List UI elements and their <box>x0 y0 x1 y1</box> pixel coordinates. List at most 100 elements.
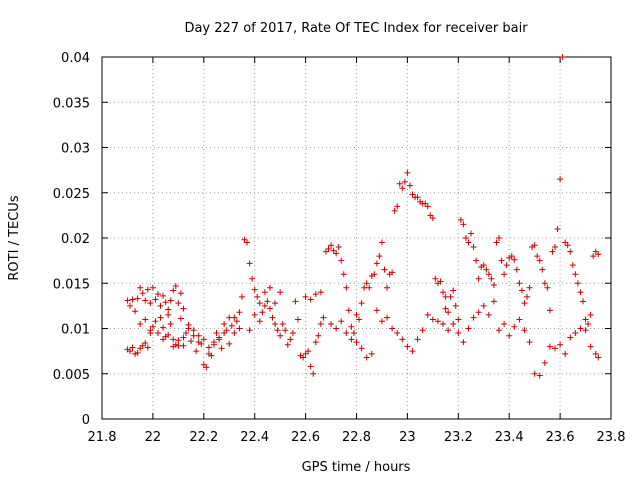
data-point <box>251 311 258 318</box>
data-point <box>452 302 459 309</box>
data-point <box>373 307 380 314</box>
data-point <box>521 327 528 334</box>
data-point <box>142 297 149 304</box>
data-point <box>554 225 561 232</box>
data-point <box>300 354 307 361</box>
data-point <box>595 251 602 258</box>
x-tick-label: 21.8 <box>88 430 117 445</box>
data-point <box>238 293 245 300</box>
data-point <box>137 284 144 291</box>
data-point <box>287 336 294 343</box>
data-point <box>450 287 457 294</box>
x-tick-labels: 21.8 22 22.2 22.4 22.6 22.8 23 23.2 23.4 23.6 23.8 <box>88 430 626 445</box>
data-point <box>465 239 472 246</box>
data-point <box>485 271 492 278</box>
data-point <box>167 297 174 304</box>
data-point <box>414 336 421 343</box>
data-point <box>429 316 436 323</box>
data-point <box>256 300 263 307</box>
data-point <box>567 248 574 255</box>
data-point <box>496 327 503 334</box>
data-point <box>480 302 487 309</box>
data-point <box>460 221 467 228</box>
data-point <box>218 345 225 352</box>
data-point <box>516 316 523 323</box>
data-point <box>149 323 156 330</box>
data-point <box>132 308 139 315</box>
chart-title: Day 227 of 2017, Rate Of TEC Index for r… <box>184 21 528 36</box>
data-point <box>157 302 164 309</box>
data-point <box>190 327 197 334</box>
data-point <box>582 316 589 323</box>
data-point <box>137 320 144 327</box>
data-point <box>429 215 436 222</box>
data-point <box>590 253 597 260</box>
data-point <box>442 293 449 300</box>
data-point <box>134 295 141 302</box>
data-point <box>134 349 141 356</box>
data-point <box>518 287 525 294</box>
data-point <box>180 342 187 349</box>
data-point <box>165 311 172 318</box>
data-point <box>322 248 329 255</box>
data-point <box>450 320 457 327</box>
x-tick-label: 22.2 <box>189 430 218 445</box>
data-point <box>401 178 408 185</box>
data-point <box>226 340 233 347</box>
data-point <box>126 302 133 309</box>
data-point <box>524 293 531 300</box>
x-tick-label: 23.4 <box>495 430 524 445</box>
data-point <box>328 242 335 249</box>
data-point <box>177 290 184 297</box>
data-point <box>307 296 314 303</box>
data-point <box>373 260 380 267</box>
data-point <box>350 330 357 337</box>
data-point <box>422 200 429 207</box>
data-point <box>557 176 564 183</box>
data-point <box>205 344 212 351</box>
data-point <box>531 242 538 249</box>
data-point <box>577 325 584 332</box>
data-point <box>531 370 538 377</box>
data-point <box>282 327 289 334</box>
data-point <box>333 250 340 257</box>
data-point <box>462 235 469 241</box>
data-point <box>508 253 515 260</box>
data-point <box>149 284 156 291</box>
data-point <box>233 318 240 325</box>
data-point <box>226 314 233 321</box>
data-point <box>592 248 599 255</box>
data-point <box>160 324 167 331</box>
data-point <box>455 316 462 323</box>
data-point <box>261 302 268 309</box>
data-point <box>552 345 559 352</box>
data-point <box>188 338 195 345</box>
data-point <box>409 191 416 198</box>
x-tick-label: 23 <box>399 430 416 445</box>
data-point <box>595 354 602 361</box>
data-point <box>363 280 370 287</box>
data-point <box>432 275 439 282</box>
data-point <box>126 348 133 355</box>
data-point <box>557 341 564 348</box>
data-point <box>389 269 396 276</box>
data-point <box>317 320 324 327</box>
data-point <box>442 305 449 312</box>
data-point <box>284 341 291 348</box>
data-point <box>501 320 508 327</box>
data-point <box>147 327 154 334</box>
data-point <box>483 266 490 273</box>
data-point <box>526 339 533 346</box>
data-point <box>384 284 391 291</box>
data-point <box>142 316 149 323</box>
data-point <box>210 339 217 346</box>
data-point <box>562 239 569 246</box>
data-point <box>137 345 144 352</box>
data-point <box>468 230 475 237</box>
data-point <box>177 315 184 322</box>
data-point <box>447 293 454 300</box>
data-point <box>216 334 223 341</box>
data-point <box>317 289 324 296</box>
data-point <box>193 348 200 355</box>
